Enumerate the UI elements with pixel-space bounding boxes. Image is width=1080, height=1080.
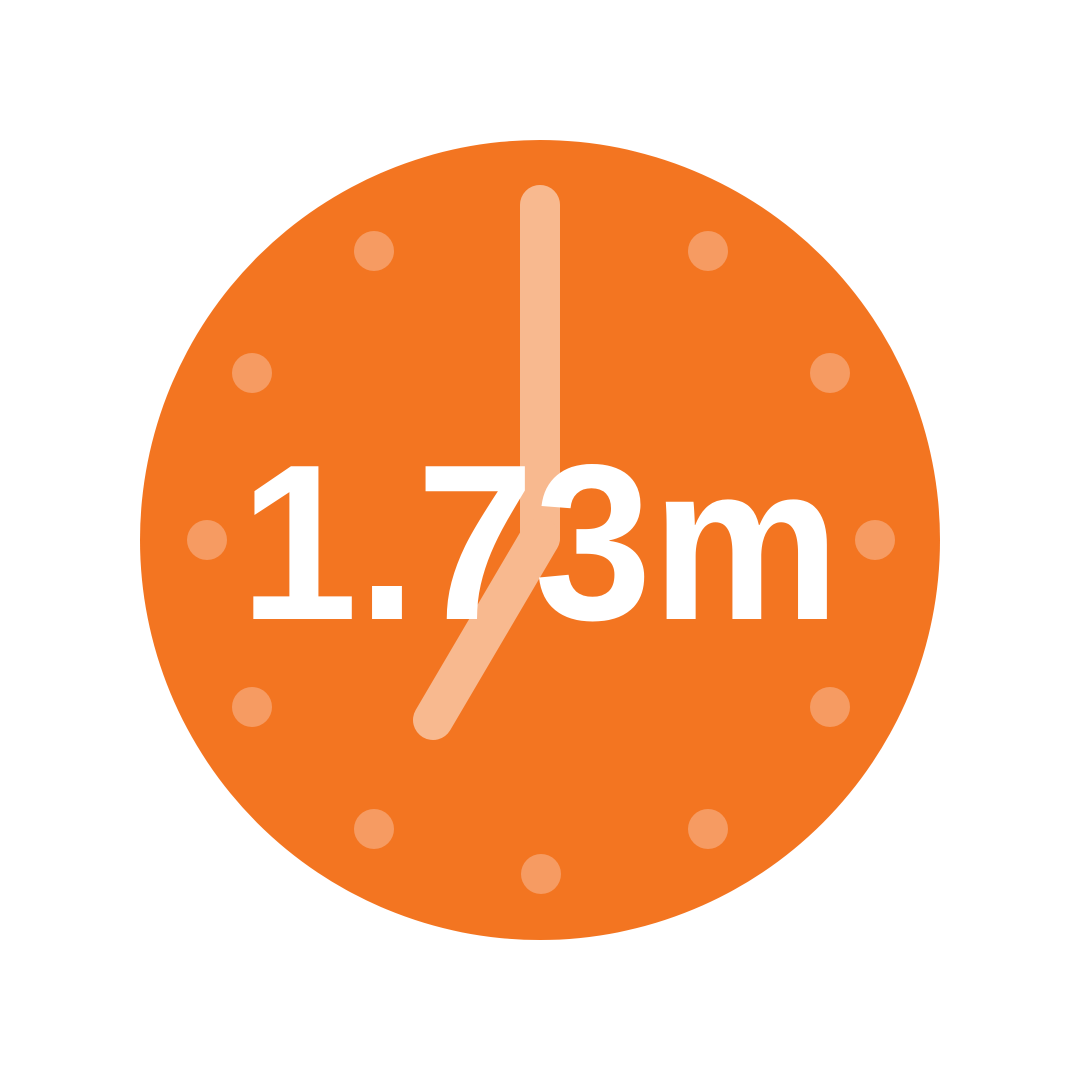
hour-dot-2: [810, 353, 850, 393]
hour-dot-3: [855, 520, 895, 560]
hour-dot-4: [810, 687, 850, 727]
hour-dot-7: [354, 809, 394, 849]
hour-dot-11: [354, 231, 394, 271]
hour-dot-5: [688, 809, 728, 849]
hour-hand: [413, 518, 560, 740]
hour-dot-10: [232, 353, 272, 393]
hour-markers: [187, 185, 895, 894]
value-label: 1.73m: [240, 419, 840, 667]
hour-dot-9: [187, 520, 227, 560]
clock-hands: [413, 185, 560, 740]
hour-dot-8: [232, 687, 272, 727]
hour-dot-6: [521, 854, 561, 894]
hour-dot-1: [688, 231, 728, 271]
